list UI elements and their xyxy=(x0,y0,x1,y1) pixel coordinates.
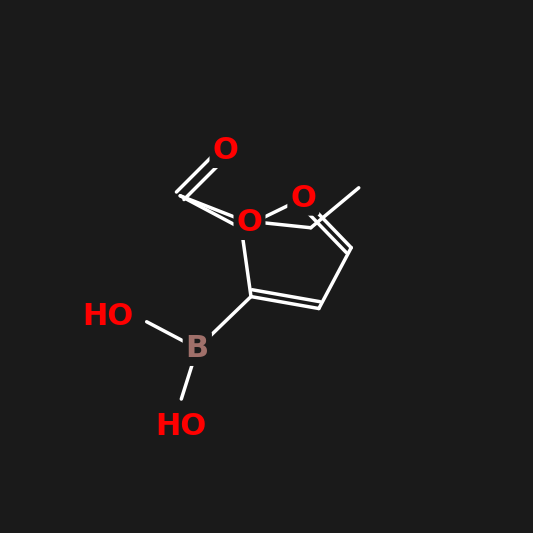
Text: O: O xyxy=(213,136,238,165)
Text: O: O xyxy=(290,183,316,213)
Text: HO: HO xyxy=(156,413,207,441)
Text: O: O xyxy=(237,208,262,237)
Text: HO: HO xyxy=(82,302,133,331)
Text: B: B xyxy=(185,334,209,363)
